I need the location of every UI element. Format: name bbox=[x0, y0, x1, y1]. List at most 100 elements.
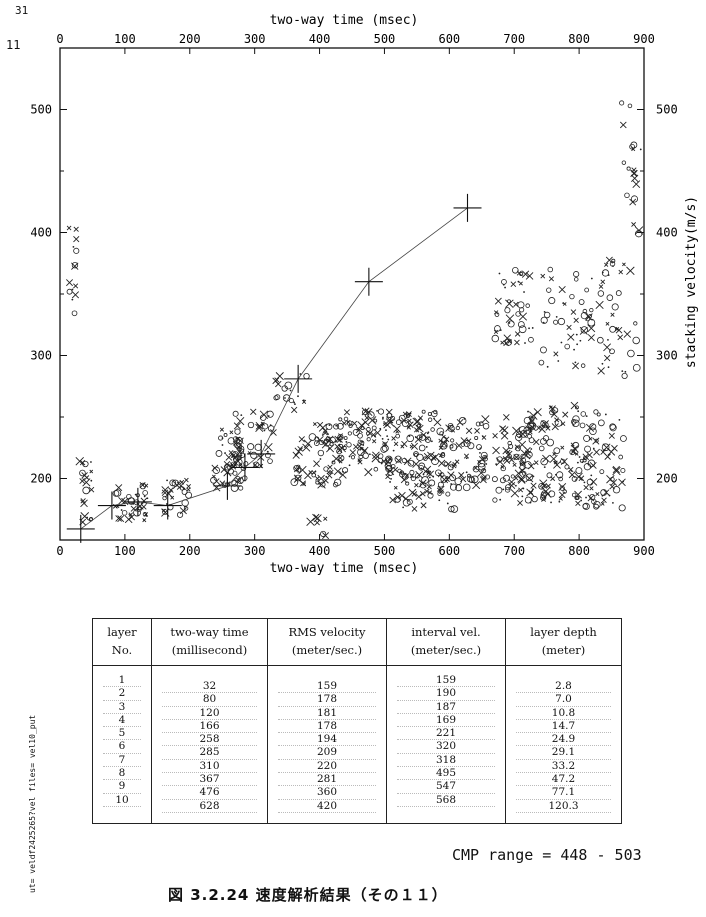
semblance-pick-x bbox=[525, 272, 534, 280]
x-tick-label-top: 700 bbox=[503, 32, 525, 46]
semblance-pick-circle bbox=[288, 398, 294, 404]
semblance-pick-x bbox=[493, 329, 499, 335]
semblance-pick-circle bbox=[481, 468, 487, 474]
semblance-pick-circle bbox=[507, 440, 512, 446]
semblance-pick-x bbox=[512, 462, 517, 467]
picked-velocity-cross bbox=[123, 487, 152, 516]
table-cell: 310 bbox=[162, 760, 257, 774]
semblance-pick-circle bbox=[238, 485, 244, 491]
y-tick-label-left: 200 bbox=[30, 472, 52, 486]
semblance-pick-x bbox=[541, 496, 547, 502]
semblance-pick-x bbox=[510, 489, 520, 498]
semblance-pick-dot bbox=[576, 461, 579, 464]
semblance-pick-circle bbox=[449, 443, 458, 452]
y-tick-label-right: 300 bbox=[656, 349, 678, 363]
semblance-pick-x bbox=[540, 273, 546, 279]
semblance-pick-dot bbox=[266, 450, 269, 453]
semblance-pick-dot bbox=[239, 449, 242, 452]
semblance-pick-circle bbox=[449, 483, 458, 491]
header-text: (meter) bbox=[541, 643, 586, 657]
semblance-pick-x bbox=[225, 453, 233, 461]
semblance-pick-x bbox=[294, 447, 303, 456]
velocity-scatter-chart: 0 0 100 100 200 200 300 300 400 400 500 500 600 600 70… bbox=[30, 13, 699, 576]
table-cell: 318 bbox=[397, 754, 495, 768]
semblance-pick-x bbox=[533, 408, 542, 417]
semblance-pick-circle bbox=[282, 394, 291, 402]
semblance-pick-x bbox=[603, 343, 612, 352]
semblance-pick-circle bbox=[609, 325, 617, 333]
semblance-pick-circle bbox=[571, 492, 577, 498]
semblance-pick-x bbox=[315, 476, 320, 481]
semblance-pick-circle bbox=[609, 348, 615, 355]
semblance-pick-x bbox=[566, 324, 572, 331]
table-cell: 281 bbox=[278, 773, 376, 787]
semblance-pick-circle bbox=[573, 271, 580, 278]
semblance-pick-dot bbox=[302, 399, 305, 402]
semblance-pick-circle bbox=[337, 454, 345, 462]
semblance-pick-circle bbox=[476, 444, 482, 450]
semblance-pick-x bbox=[298, 436, 305, 443]
semblance-pick-x bbox=[600, 279, 606, 285]
semblance-pick-circle bbox=[382, 442, 387, 447]
header-two-way-time: two-way time (millisecond) bbox=[151, 618, 268, 666]
semblance-pick-circle bbox=[418, 462, 426, 470]
semblance-pick-x bbox=[575, 500, 581, 507]
semblance-pick-dot bbox=[541, 486, 544, 489]
semblance-pick-circle bbox=[371, 425, 377, 431]
semblance-pick-x bbox=[80, 512, 90, 521]
semblance-pick-x bbox=[632, 180, 641, 189]
semblance-pick-circle bbox=[398, 414, 406, 422]
semblance-pick-circle bbox=[232, 410, 239, 417]
semblance-pick-circle bbox=[343, 436, 348, 440]
semblance-pick-circle bbox=[413, 451, 419, 457]
table-cell: 209 bbox=[278, 746, 376, 760]
semblance-pick-circle bbox=[73, 247, 80, 254]
table-cell: 29.1 bbox=[516, 746, 611, 760]
semblance-pick-x bbox=[219, 427, 224, 432]
semblance-pick-circle bbox=[273, 395, 279, 401]
semblance-pick-dot bbox=[479, 451, 481, 454]
semblance-pick-dot bbox=[578, 456, 581, 458]
semblance-pick-circle bbox=[572, 415, 580, 423]
semblance-pick-dot bbox=[86, 516, 89, 519]
semblance-pick-x bbox=[338, 433, 344, 439]
semblance-pick-x bbox=[622, 262, 626, 267]
semblance-pick-x bbox=[562, 411, 569, 418]
semblance-pick-x bbox=[447, 471, 455, 479]
semblance-pick-dot bbox=[465, 471, 468, 474]
semblance-pick-x bbox=[570, 309, 577, 315]
semblance-pick-x bbox=[438, 453, 443, 458]
semblance-pick-dot bbox=[580, 499, 583, 502]
semblance-pick-circle bbox=[626, 166, 631, 171]
semblance-pick-circle bbox=[460, 442, 466, 447]
semblance-pick-x bbox=[411, 506, 418, 512]
semblance-pick-x bbox=[323, 516, 328, 521]
semblance-pick-dot bbox=[430, 440, 433, 443]
semblance-pick-x bbox=[623, 330, 632, 338]
semblance-pick-x bbox=[184, 477, 189, 483]
semblance-pick-x bbox=[589, 461, 597, 469]
semblance-pick-x bbox=[334, 443, 341, 450]
semblance-pick-x bbox=[567, 333, 575, 341]
semblance-pick-x bbox=[572, 446, 577, 451]
x-tick-label-bottom: 100 bbox=[114, 544, 136, 558]
semblance-pick-dot bbox=[134, 493, 137, 496]
semblance-pick-x bbox=[413, 427, 420, 433]
semblance-pick-circle bbox=[405, 412, 410, 417]
semblance-pick-x bbox=[211, 474, 216, 479]
semblance-pick-circle bbox=[540, 316, 548, 324]
semblance-pick-x bbox=[223, 460, 231, 468]
semblance-pick-circle bbox=[584, 287, 590, 293]
semblance-pick-circle bbox=[582, 308, 588, 314]
semblance-pick-circle bbox=[447, 424, 455, 432]
semblance-pick-circle bbox=[405, 481, 410, 486]
semblance-pick-x bbox=[574, 452, 579, 456]
semblance-pick-circle bbox=[437, 481, 444, 488]
picked-velocity-cross bbox=[230, 453, 259, 482]
semblance-pick-x bbox=[410, 442, 419, 450]
semblance-pick-x bbox=[256, 423, 262, 429]
semblance-pick-x bbox=[545, 425, 551, 431]
semblance-pick-dot bbox=[143, 495, 146, 498]
semblance-pick-circle bbox=[112, 490, 120, 497]
semblance-pick-dot bbox=[392, 449, 395, 452]
